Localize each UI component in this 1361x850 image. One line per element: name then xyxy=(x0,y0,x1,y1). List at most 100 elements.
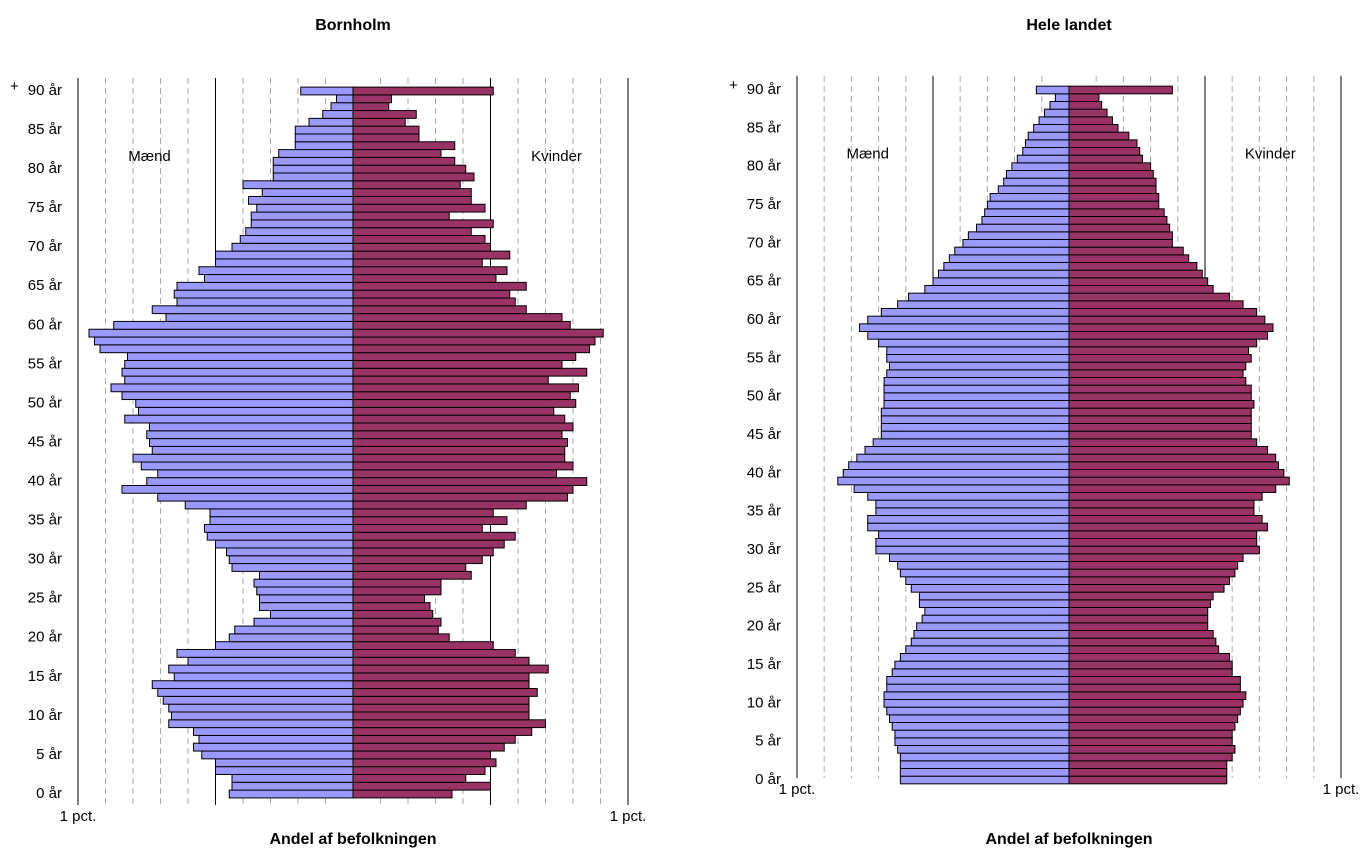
bar xyxy=(259,602,354,611)
series-label: Mænd xyxy=(846,146,889,163)
bar xyxy=(352,555,483,565)
bar xyxy=(918,591,1070,601)
bar xyxy=(146,430,354,440)
bar xyxy=(124,414,354,424)
bar xyxy=(1068,384,1252,394)
bar xyxy=(352,258,483,268)
bar xyxy=(1011,162,1070,171)
bar xyxy=(308,117,354,127)
bar xyxy=(256,203,354,213)
bar xyxy=(352,453,566,463)
bar xyxy=(253,578,354,588)
bar xyxy=(151,305,354,315)
chart-title: Bornholm xyxy=(315,17,391,34)
y-tick-label: 60 år xyxy=(28,316,62,333)
bar xyxy=(1068,239,1173,248)
bar xyxy=(1068,714,1239,723)
bar xyxy=(352,94,392,104)
bar xyxy=(352,648,516,658)
bar xyxy=(352,117,406,127)
bar xyxy=(897,561,1070,570)
bar xyxy=(127,352,354,361)
bar xyxy=(875,545,1070,555)
bar xyxy=(886,346,1070,356)
bar xyxy=(231,242,354,252)
bar xyxy=(352,102,390,112)
bar xyxy=(1068,147,1141,156)
bar xyxy=(231,563,354,572)
bar xyxy=(1068,170,1154,179)
y-tick-label: 75 år xyxy=(747,196,781,213)
bar xyxy=(859,323,1070,333)
bar xyxy=(1022,147,1070,156)
bar xyxy=(168,703,354,713)
bar xyxy=(228,633,354,643)
bar xyxy=(352,539,505,549)
bar xyxy=(989,193,1070,202)
bar xyxy=(352,516,508,526)
bar xyxy=(924,285,1070,294)
y-tick-label: 35 år xyxy=(747,503,781,520)
bar xyxy=(168,719,354,729)
bar xyxy=(352,219,494,229)
bar xyxy=(336,94,354,104)
bar xyxy=(352,250,511,260)
bar xyxy=(867,315,1070,325)
bar xyxy=(837,476,1070,486)
bar xyxy=(1068,269,1203,279)
bar xyxy=(352,727,533,736)
bar xyxy=(352,484,574,494)
y-tick-label: 40 år xyxy=(28,473,62,490)
bar xyxy=(234,625,354,635)
bar xyxy=(272,164,354,174)
bar xyxy=(853,484,1070,494)
bar xyxy=(997,185,1070,194)
bar xyxy=(1068,691,1247,700)
bar xyxy=(867,331,1070,340)
bar xyxy=(932,277,1070,287)
bar xyxy=(187,656,354,666)
bar xyxy=(1068,476,1290,486)
annotation: + xyxy=(729,77,738,94)
bar xyxy=(1068,576,1230,585)
bar xyxy=(986,200,1070,210)
bar xyxy=(891,722,1070,731)
bar xyxy=(352,680,530,690)
bar xyxy=(352,469,557,479)
bar xyxy=(1068,338,1258,348)
bar xyxy=(1068,300,1244,310)
bar xyxy=(165,313,354,322)
bar xyxy=(886,706,1070,716)
bar xyxy=(1068,737,1233,746)
bar xyxy=(206,531,354,541)
bar xyxy=(878,338,1070,348)
bar xyxy=(905,645,1070,654)
bar xyxy=(352,172,475,182)
y-tick-label: 5 år xyxy=(36,746,62,763)
bar xyxy=(886,676,1070,685)
bar xyxy=(894,729,1070,739)
bar xyxy=(886,369,1070,379)
bar xyxy=(352,149,442,158)
bar xyxy=(1068,193,1160,202)
bar xyxy=(352,156,456,166)
bar xyxy=(1049,101,1070,110)
bar xyxy=(1068,185,1157,194)
x-tick-label: 1 pct. xyxy=(1323,781,1360,798)
bar xyxy=(352,750,491,760)
bar xyxy=(132,453,354,463)
y-tick-label: 70 år xyxy=(747,234,781,251)
bar xyxy=(1068,599,1211,608)
bar xyxy=(352,789,453,799)
series-label: Kvinder xyxy=(531,148,582,165)
bar xyxy=(1068,223,1171,233)
y-tick-label: 80 år xyxy=(28,160,62,177)
bar xyxy=(1068,108,1108,118)
bar xyxy=(1068,377,1247,386)
bar xyxy=(352,305,527,315)
bar xyxy=(352,492,568,502)
bar xyxy=(856,453,1070,463)
bar xyxy=(352,445,566,455)
bar xyxy=(1068,591,1214,601)
